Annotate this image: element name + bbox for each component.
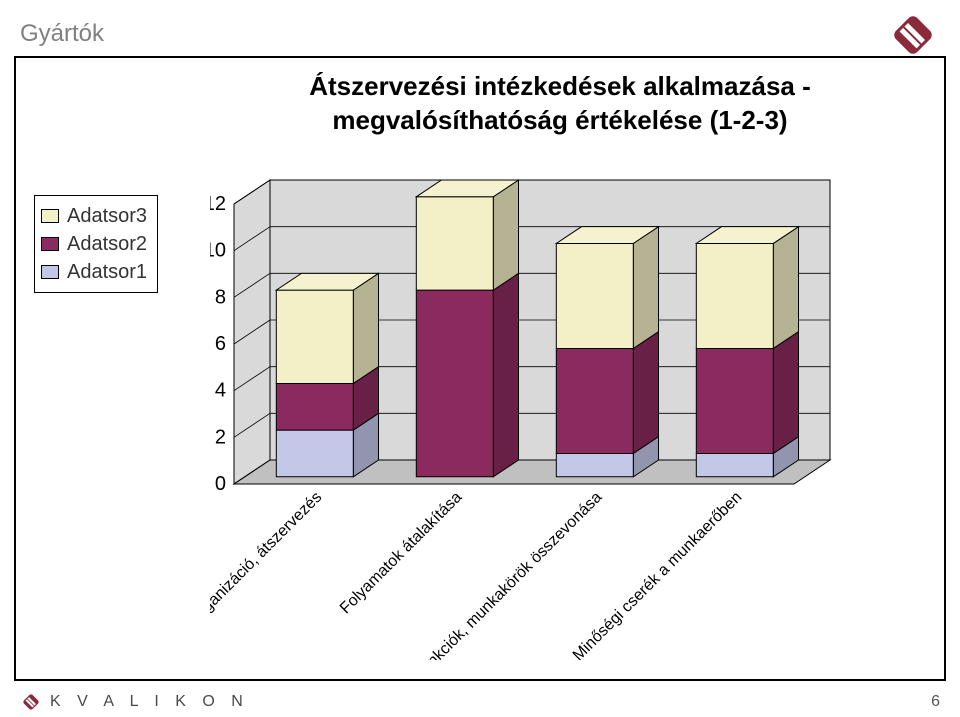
chart-title: Átszervezési intézkedések alkalmazása - … <box>220 70 900 138</box>
page-corner-title: Gyártók <box>20 20 104 48</box>
slide-number: 6 <box>931 693 940 711</box>
legend-item: Adatsor1 <box>41 258 147 286</box>
legend-swatch-icon <box>41 209 59 223</box>
svg-text:8: 8 <box>215 286 226 308</box>
svg-text:Folyamatok átalakítása: Folyamatok átalakítása <box>337 489 465 617</box>
chart-title-line1: Átszervezési intézkedések alkalmazása - <box>309 71 811 101</box>
chart-legend: Adatsor3 Adatsor2 Adatsor1 <box>34 195 158 293</box>
legend-label: Adatsor3 <box>67 202 147 230</box>
legend-swatch-icon <box>41 237 59 251</box>
svg-text:2: 2 <box>215 426 226 448</box>
footer-brand: K V A L I K O N <box>20 691 249 713</box>
brand-logo-icon <box>20 691 42 713</box>
legend-swatch-icon <box>41 265 59 279</box>
legend-item: Adatsor3 <box>41 202 147 230</box>
svg-text:0: 0 <box>215 473 226 495</box>
legend-label: Adatsor1 <box>67 258 147 286</box>
legend-item: Adatsor2 <box>41 230 147 258</box>
legend-label: Adatsor2 <box>67 230 147 258</box>
footer-brand-text: K V A L I K O N <box>50 693 249 711</box>
svg-text:12: 12 <box>210 193 226 215</box>
chart-plot: 0 2 4 6 8 10 12 Reorganizáció, átszervezésFolya… <box>210 170 900 660</box>
svg-text:4: 4 <box>215 380 226 402</box>
svg-text:10: 10 <box>210 240 226 262</box>
svg-text:6: 6 <box>215 333 226 355</box>
slide-footer: K V A L I K O N 6 <box>20 691 940 713</box>
svg-text:Minőségi cserék a munkaerőben: Minőségi cserék a munkaerőben <box>570 489 746 660</box>
svg-text:Reorganizáció, átszervezés: Reorganizáció, átszervezés <box>210 489 325 640</box>
chart-title-line2: megvalósíthatóság értékelése (1-2-3) <box>332 105 787 135</box>
